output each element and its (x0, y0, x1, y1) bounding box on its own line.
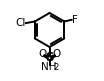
Text: Cl: Cl (15, 18, 26, 28)
Text: 2: 2 (53, 63, 58, 72)
Text: NH: NH (41, 62, 57, 72)
Text: O: O (52, 49, 60, 59)
Text: F: F (72, 15, 78, 25)
Text: O: O (39, 49, 47, 59)
Text: S: S (45, 51, 54, 64)
